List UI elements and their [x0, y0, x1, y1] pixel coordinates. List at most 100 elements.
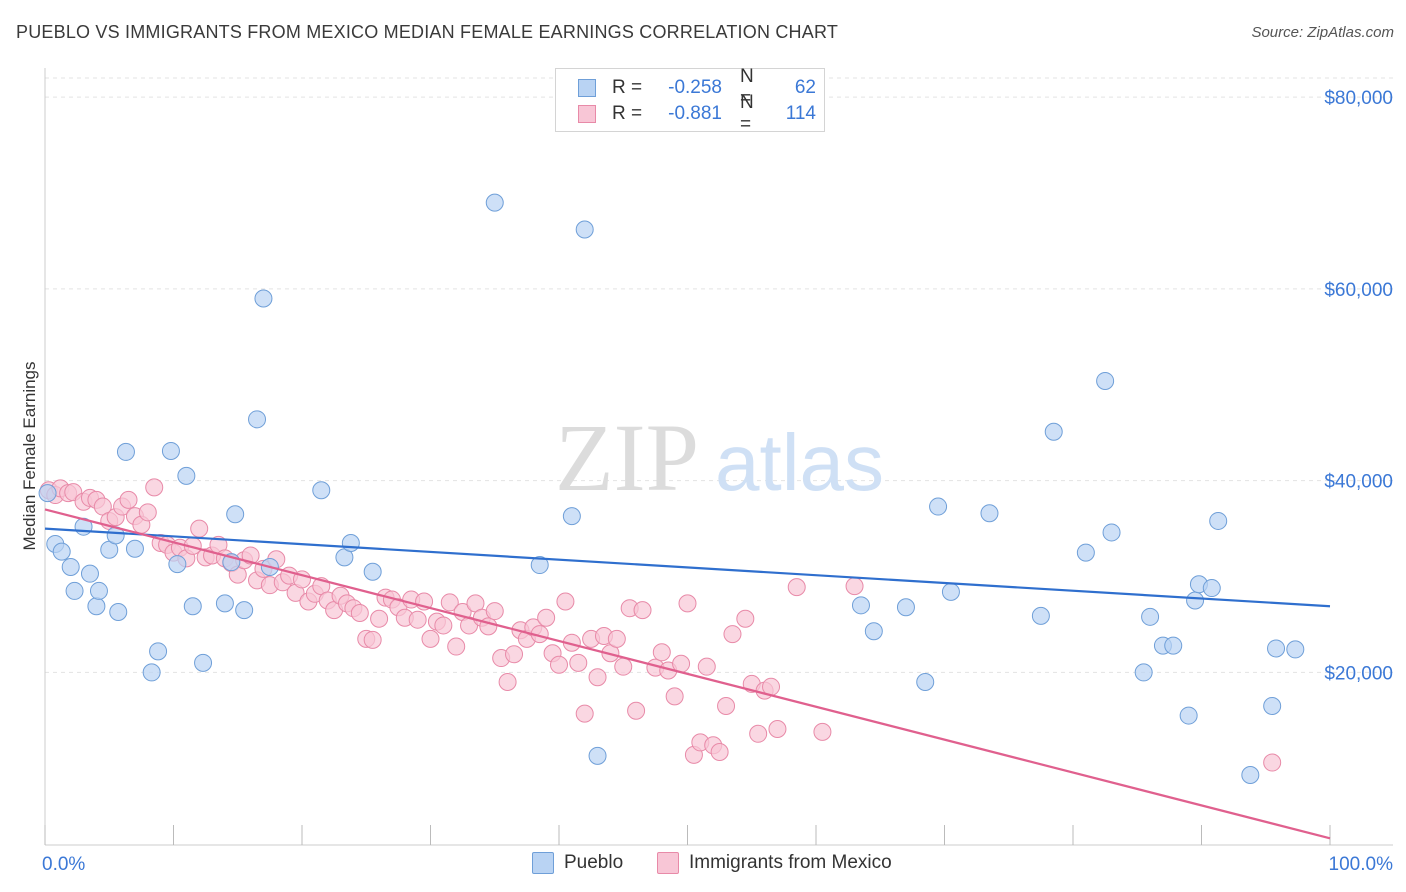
- pueblo-point: [109, 603, 128, 622]
- pueblo-point: [485, 193, 504, 212]
- trend-lines: [44, 508, 1331, 840]
- mexico-point: [723, 625, 742, 644]
- pueblo-point: [562, 507, 581, 526]
- pueblo-legend-swatch: [532, 852, 554, 874]
- pueblo-point: [61, 557, 80, 576]
- axis-labels: $20,000 $40,000 $60,000 $80,000 0.0% 100.0% Me…: [20, 88, 1393, 875]
- pueblo-point: [194, 653, 213, 672]
- mexico-point: [350, 603, 369, 622]
- mexico-point: [447, 637, 466, 656]
- pueblo-point: [1102, 523, 1121, 542]
- pueblo-point: [312, 481, 331, 500]
- mexico-point: [665, 687, 684, 706]
- mexico-point: [749, 724, 768, 743]
- r-label: R =: [612, 77, 643, 98]
- mexico-point: [485, 602, 504, 621]
- data-points: [38, 193, 1305, 785]
- pueblo-point: [1286, 640, 1305, 659]
- pueblo-point: [235, 601, 254, 620]
- pueblo-point: [896, 598, 915, 617]
- mexico-point: [556, 592, 575, 611]
- mexico-point: [813, 722, 832, 741]
- watermark-zip: ZIP: [555, 404, 699, 511]
- pueblo-point: [980, 504, 999, 523]
- mexico-point: [569, 653, 588, 672]
- mexico-point: [505, 645, 524, 664]
- correlation-stats-box: R = -0.258 N = 62 R = -0.881 N = 114: [555, 66, 825, 135]
- pueblo-point: [1096, 371, 1115, 390]
- mexico-point: [697, 657, 716, 676]
- pueblo-point: [1164, 636, 1183, 655]
- pueblo-point: [125, 539, 144, 558]
- pueblo-point: [116, 442, 135, 461]
- mexico-point: [537, 608, 556, 627]
- mexico-point: [736, 609, 755, 628]
- y-tick-label: $80,000: [1324, 88, 1393, 109]
- pueblo-point: [1044, 422, 1063, 441]
- stats-row-pueblo: R = -0.258 N = 62: [578, 66, 816, 109]
- r-value: -0.258: [668, 77, 722, 98]
- pueblo-point: [363, 562, 382, 581]
- mexico-point: [678, 594, 697, 613]
- pueblo-point: [1179, 706, 1198, 725]
- mexico-point: [652, 643, 671, 662]
- y-tick-label: $40,000: [1324, 472, 1393, 493]
- pueblo-point: [851, 596, 870, 615]
- pueblo-point: [65, 581, 84, 600]
- pueblo-point: [1241, 766, 1260, 785]
- legend-mexico[interactable]: Immigrants from Mexico: [657, 852, 892, 874]
- mexico-point: [190, 519, 209, 538]
- pueblo-point: [38, 484, 57, 503]
- mexico-point: [498, 673, 517, 692]
- r-value: -0.881: [668, 103, 722, 124]
- legend-pueblo[interactable]: Pueblo: [532, 852, 623, 874]
- mexico-point: [241, 546, 260, 565]
- mexico-point: [614, 657, 633, 676]
- pueblo-point: [1134, 663, 1153, 682]
- r-label: R =: [612, 103, 643, 124]
- pueblo-point: [248, 410, 267, 429]
- pueblo-point: [941, 582, 960, 601]
- pueblo-point: [87, 597, 106, 616]
- pueblo-point: [1076, 543, 1095, 562]
- mexico-point: [575, 704, 594, 723]
- mexico-legend-swatch: [657, 852, 679, 874]
- pueblo-point: [226, 505, 245, 524]
- pueblo-point: [142, 663, 161, 682]
- n-label: N =: [740, 66, 754, 109]
- y-tick-label: $60,000: [1324, 280, 1393, 301]
- mexico-point: [440, 593, 459, 612]
- pueblo-point: [1141, 607, 1160, 626]
- chart-title: PUEBLO VS IMMIGRANTS FROM MEXICO MEDIAN …: [16, 22, 839, 42]
- mexico-point: [768, 719, 787, 738]
- pueblo-point: [1267, 639, 1286, 658]
- mexico-swatch: [578, 105, 596, 123]
- zipatlas-watermark: ZIP atlas: [555, 404, 884, 511]
- mexico-point: [710, 743, 729, 762]
- x-tick-label: 100.0%: [1329, 854, 1394, 875]
- mexico-point: [633, 601, 652, 620]
- pueblo-point: [215, 594, 234, 613]
- mexico-point: [119, 490, 138, 509]
- pueblo-point: [52, 542, 71, 561]
- mexico-point: [627, 701, 646, 720]
- pueblo-point: [1263, 696, 1282, 715]
- pueblo-point: [177, 466, 196, 485]
- pueblo-swatch: [578, 79, 596, 97]
- pueblo-point: [254, 289, 273, 308]
- mexico-point: [1263, 753, 1282, 772]
- mexico-point: [550, 655, 568, 674]
- pueblo-point: [864, 622, 883, 641]
- pueblo-point: [530, 556, 549, 575]
- pueblo-point: [183, 597, 202, 616]
- mexico-point: [588, 668, 607, 687]
- mexico-trend-line: [44, 508, 1331, 840]
- mexico-point: [787, 578, 806, 597]
- mexico-point: [370, 609, 389, 628]
- n-label: N =: [740, 92, 754, 135]
- mexico-point: [845, 577, 864, 596]
- chart-source: Source: ZipAtlas.com: [1251, 24, 1394, 41]
- legend-label: Immigrants from Mexico: [689, 852, 892, 873]
- mexico-point: [421, 629, 440, 648]
